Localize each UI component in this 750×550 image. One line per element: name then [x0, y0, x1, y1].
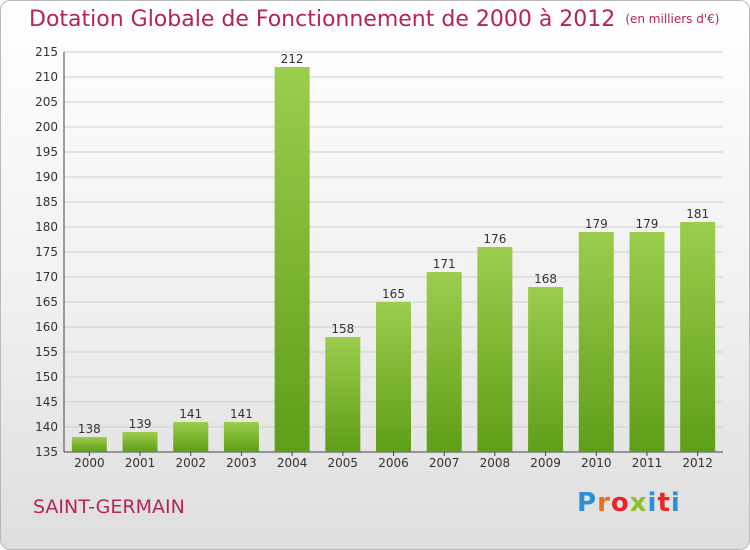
- x-tick-label: 2003: [226, 456, 257, 470]
- bar: [477, 247, 513, 452]
- x-tick-label: 2010: [581, 456, 612, 470]
- bar: [578, 232, 614, 452]
- x-tick-label: 2005: [328, 456, 359, 470]
- data-label: 141: [230, 407, 253, 421]
- bar: [274, 67, 310, 452]
- bar: [680, 222, 716, 452]
- y-tick-label: 145: [35, 395, 58, 409]
- bar: [173, 422, 209, 452]
- bar: [122, 432, 158, 452]
- x-tick-label: 2004: [277, 456, 308, 470]
- y-tick-label: 135: [35, 445, 58, 459]
- x-tick-label: 2012: [682, 456, 713, 470]
- data-label: 179: [636, 217, 659, 231]
- bar: [528, 287, 564, 452]
- data-label: 168: [534, 272, 557, 286]
- unit-note: (en milliers d'€): [625, 12, 720, 26]
- y-tick-label: 185: [35, 195, 58, 209]
- data-label: 176: [483, 232, 506, 246]
- y-tick-label: 160: [35, 320, 58, 334]
- chart-title: Dotation Globale de Fonctionnement de 20…: [29, 7, 719, 32]
- logo-letter: x: [629, 488, 648, 518]
- y-tick-label: 150: [35, 370, 58, 384]
- logo-letter: i: [670, 488, 681, 518]
- x-tick-label: 2002: [175, 456, 206, 470]
- data-label: 158: [331, 322, 354, 336]
- y-tick-label: 210: [35, 70, 58, 84]
- bar: [376, 302, 411, 452]
- y-tick-label: 175: [35, 245, 58, 259]
- logo-letter: t: [657, 488, 671, 518]
- y-tick-label: 155: [35, 345, 58, 359]
- logo-letter: o: [610, 488, 630, 518]
- x-tick-label: 2009: [530, 456, 561, 470]
- logo-letter: P: [577, 488, 598, 518]
- x-tick-label: 2001: [125, 456, 156, 470]
- x-tick-label: 2008: [480, 456, 511, 470]
- data-label: 212: [281, 52, 304, 66]
- data-label: 171: [433, 257, 456, 271]
- data-label: 138: [78, 422, 101, 436]
- data-label: 139: [129, 417, 152, 431]
- y-tick-label: 195: [35, 145, 58, 159]
- commune-name: SAINT-GERMAIN: [33, 496, 185, 518]
- data-label: 179: [585, 217, 608, 231]
- y-tick-label: 190: [35, 170, 58, 184]
- data-label: 141: [179, 407, 202, 421]
- y-tick-label: 215: [35, 45, 58, 59]
- chart-title-text: Dotation Globale de Fonctionnement de 20…: [29, 7, 616, 32]
- x-tick-label: 2006: [378, 456, 409, 470]
- data-label: 181: [686, 207, 709, 221]
- proxiti-logo: Proxiti: [577, 488, 681, 518]
- bar: [426, 272, 462, 452]
- y-tick-label: 165: [35, 295, 58, 309]
- y-tick-label: 140: [35, 420, 58, 434]
- y-tick-label: 200: [35, 120, 58, 134]
- y-tick-label: 170: [35, 270, 58, 284]
- bar: [325, 337, 361, 452]
- x-tick-label: 2000: [74, 456, 105, 470]
- logo-letter: i: [647, 488, 658, 518]
- bar: [629, 232, 665, 452]
- x-tick-label: 2007: [429, 456, 460, 470]
- x-tick-label: 2011: [632, 456, 663, 470]
- data-label: 165: [382, 287, 405, 301]
- y-tick-label: 205: [35, 95, 58, 109]
- logo-letter: r: [597, 488, 611, 518]
- bar: [223, 422, 259, 452]
- y-tick-label: 180: [35, 220, 58, 234]
- bar: [71, 437, 107, 452]
